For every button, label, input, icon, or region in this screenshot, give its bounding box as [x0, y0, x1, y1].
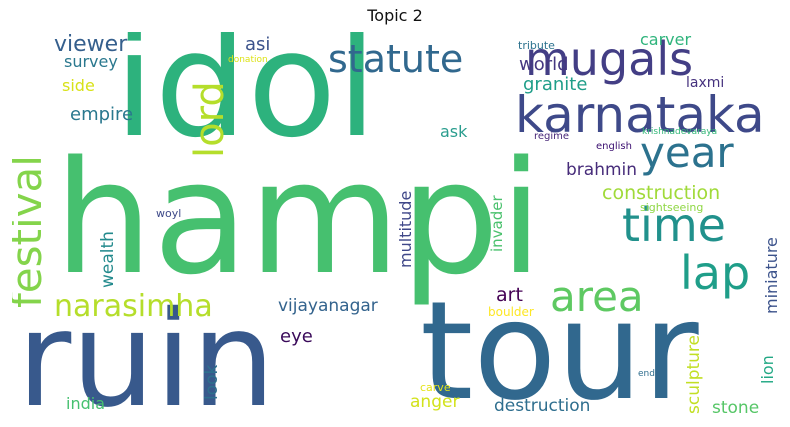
word: world — [519, 54, 569, 75]
word: eye — [280, 326, 313, 347]
word: side — [62, 76, 95, 95]
word: idol — [114, 32, 378, 170]
word: destruction — [494, 396, 591, 416]
word-cloud: hampi idol ruin tour karnataka mugals ye… — [12, 32, 778, 418]
word: sculpture — [684, 334, 704, 414]
word: english — [596, 141, 632, 152]
word: end — [638, 369, 655, 379]
word: area — [550, 272, 644, 321]
word: year — [640, 128, 734, 177]
word: tribute — [518, 39, 555, 52]
word: construction — [602, 182, 721, 204]
word: lap — [680, 246, 751, 300]
word: carver — [640, 32, 692, 49]
word: sightseeing — [640, 201, 704, 214]
word: regime — [534, 131, 570, 142]
word: lord — [187, 81, 233, 158]
word: time — [622, 198, 726, 252]
word: viewer — [54, 32, 128, 57]
chart-title: Topic 2 — [367, 6, 423, 25]
word: hampi — [54, 127, 543, 309]
word: asi — [245, 34, 271, 55]
word: miniature — [762, 237, 778, 314]
word: boulder — [488, 305, 534, 319]
word: look — [202, 364, 222, 400]
word: lion — [758, 355, 777, 384]
word: india — [66, 394, 105, 413]
word: donation — [228, 55, 268, 65]
word: narasimha — [54, 289, 213, 324]
word: mugals — [525, 32, 694, 86]
word: ruin — [17, 283, 276, 418]
word: statute — [328, 37, 464, 81]
word: tour — [420, 273, 699, 418]
word: ask — [440, 122, 468, 141]
word: art — [496, 284, 523, 306]
word: woyl — [156, 207, 182, 220]
word: empire — [70, 104, 134, 125]
word: anger — [410, 392, 460, 412]
word: invader — [488, 195, 506, 252]
word: stone — [712, 398, 760, 418]
word: multitude — [396, 190, 415, 268]
word: karnataka — [515, 86, 765, 144]
word: carve — [420, 381, 451, 394]
word: laxmi — [686, 75, 725, 91]
word: survey — [64, 52, 118, 71]
word: krishnadevaraya — [642, 127, 718, 137]
word: festival — [12, 155, 51, 308]
word: vijayanagar — [278, 296, 378, 316]
word: wealth — [98, 231, 118, 288]
word: brahmin — [566, 160, 638, 180]
word: granite — [523, 74, 588, 95]
